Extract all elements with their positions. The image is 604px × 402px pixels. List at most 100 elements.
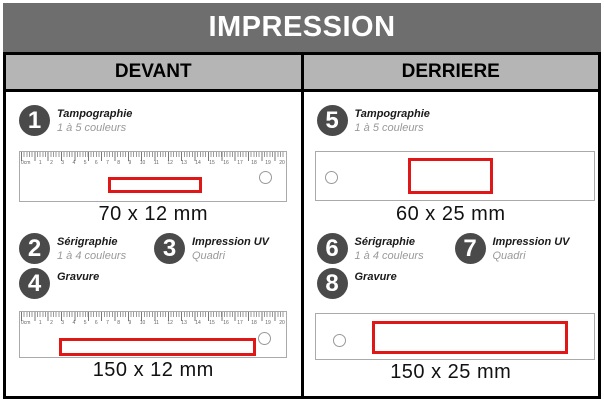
tick-label: 18 (251, 160, 257, 166)
tick-label: 9 (128, 160, 132, 166)
table-body: 1 Tampographie 1 à 5 couleurs 0cm 1 2 3 4 5 6 7… (6, 92, 598, 396)
zone-dimension-front-2: 150 x 12 mm (92, 359, 214, 381)
method-name: Tampographie (354, 108, 430, 120)
method-colors: Quadri (492, 249, 526, 262)
step-3-badge: 3 (154, 233, 185, 264)
tick-label: 19 (265, 320, 271, 326)
ruler-scale-numbers: 0cm 1 2 3 4 5 6 7 8 9 10 11 12 13 14 15 16 17 18 19 20 (21, 321, 285, 326)
method-name: Sérigraphie (354, 236, 416, 248)
method-serigraphie-front: 2 Sérigraphie 1 à 4 couleurs (19, 233, 126, 264)
ruler-back-graphic-2 (314, 313, 595, 360)
method-name: Tampographie (57, 108, 133, 120)
tick-label: 12 (167, 160, 173, 166)
ruler-front-graphic-2: 0cm 1 2 3 4 5 6 7 8 9 10 11 12 13 14 15 16 17 18 19 20 (19, 311, 287, 358)
front-column: 1 Tampographie 1 à 5 couleurs 0cm 1 2 3 4 5 6 7… (6, 92, 301, 396)
tick-label: 5 (83, 160, 87, 166)
tick-label: 15 (209, 160, 215, 166)
tick-label: 13 (181, 320, 187, 326)
tick-label: 6 (94, 320, 98, 326)
method-name: Sérigraphie (57, 236, 118, 248)
method-impression-uv-back: 7 Impression UV Quadri (454, 233, 570, 264)
method-colors: 1 à 5 couleurs (354, 121, 424, 134)
method-tampographie-back: 5 Tampographie 1 à 5 couleurs (316, 105, 430, 136)
tick-label: 14 (195, 160, 201, 166)
tick-label: 4 (72, 320, 76, 326)
tick-label: 0cm (21, 320, 31, 326)
method-impression-uv-front: 3 Impression UV Quadri (154, 233, 269, 264)
method-tampographie-front: 1 Tampographie 1 à 5 couleurs (19, 105, 132, 136)
ruler-hole (258, 332, 271, 345)
column-header-back: DERRIERE (300, 55, 598, 89)
method-colors: 1 à 5 couleurs (57, 121, 127, 134)
tick-label: 20 (279, 320, 285, 326)
ruler-ticks (21, 312, 285, 321)
ruler-hole (259, 171, 272, 184)
tick-label: 3 (61, 320, 65, 326)
tick-label: 5 (83, 320, 87, 326)
tick-label: 3 (61, 160, 65, 166)
ruler-hole (324, 171, 338, 184)
tick-label: 2 (50, 320, 53, 326)
column-header-front: DEVANT (6, 55, 301, 89)
tick-label: 8 (117, 320, 121, 326)
tick-label: 18 (251, 320, 257, 326)
step-4-badge: 4 (19, 268, 50, 299)
column-headers: DEVANT DERRIERE (6, 55, 598, 92)
zone-dimension-back-2: 150 x 25 mm (390, 361, 512, 383)
tick-label: 0cm (21, 160, 31, 166)
zone-dimension-back-1: 60 x 25 mm (396, 203, 506, 225)
tick-label: 11 (153, 320, 159, 326)
tick-label: 19 (265, 160, 271, 166)
method-name: Gravure (354, 271, 397, 283)
step-2-badge: 2 (19, 233, 50, 264)
method-gravure-back: 8 Gravure (316, 268, 397, 299)
print-zone-front-2 (59, 338, 256, 356)
page-title: IMPRESSION (3, 3, 601, 52)
ruler-ticks (21, 152, 285, 161)
print-zone-back-2 (371, 321, 568, 354)
tick-label: 17 (237, 160, 243, 166)
ruler-scale-numbers: 0cm 1 2 3 4 5 6 7 8 9 10 11 12 13 14 15 16 17 18 19 20 (21, 161, 285, 166)
method-name: Impression UV (492, 236, 570, 248)
tick-label: 9 (128, 320, 132, 326)
ruler-hole (332, 334, 346, 347)
tick-label: 4 (72, 160, 76, 166)
ruler-front-graphic-1: 0cm 1 2 3 4 5 6 7 8 9 10 11 12 13 14 15 16 17 18 19 20 (19, 151, 287, 202)
back-column: 5 Tampographie 1 à 5 couleurs 60 x 25 mm… (300, 92, 598, 396)
tick-label: 14 (195, 320, 201, 326)
tick-label: 16 (223, 320, 229, 326)
tick-label: 7 (106, 160, 109, 166)
tick-label: 1 (38, 320, 42, 326)
tick-label: 16 (223, 160, 229, 166)
zone-dimension-front-1: 70 x 12 mm (98, 203, 208, 225)
tick-label: 2 (50, 160, 53, 166)
print-zone-back-1 (407, 158, 493, 194)
tick-label: 12 (167, 320, 173, 326)
step-6-badge: 6 (316, 233, 348, 264)
step-1-badge: 1 (19, 105, 50, 136)
method-colors: 1 à 4 couleurs (57, 249, 127, 262)
method-name: Impression UV (192, 236, 270, 248)
tick-label: 1 (38, 160, 42, 166)
print-zone-front-1 (108, 177, 202, 193)
tick-label: 15 (209, 320, 215, 326)
tick-label: 7 (106, 320, 109, 326)
method-colors: Quadri (192, 249, 226, 262)
tick-label: 10 (139, 320, 146, 326)
method-colors: 1 à 4 couleurs (354, 249, 424, 262)
method-name: Gravure (57, 271, 100, 283)
method-gravure-front: 4 Gravure (19, 268, 99, 299)
method-serigraphie-back: 6 Sérigraphie 1 à 4 couleurs (316, 233, 424, 264)
tick-label: 13 (181, 160, 187, 166)
tick-label: 10 (139, 160, 146, 166)
step-7-badge: 7 (454, 233, 486, 264)
tick-label: 20 (279, 160, 285, 166)
tick-label: 8 (117, 160, 121, 166)
tick-label: 17 (237, 320, 243, 326)
spec-table: DEVANT DERRIERE 1 Tampographie 1 à 5 cou… (3, 52, 601, 399)
ruler-back-graphic-1 (314, 151, 595, 201)
tick-label: 11 (153, 160, 159, 166)
step-8-badge: 8 (316, 268, 348, 299)
step-5-badge: 5 (316, 105, 348, 136)
tick-label: 6 (94, 160, 98, 166)
